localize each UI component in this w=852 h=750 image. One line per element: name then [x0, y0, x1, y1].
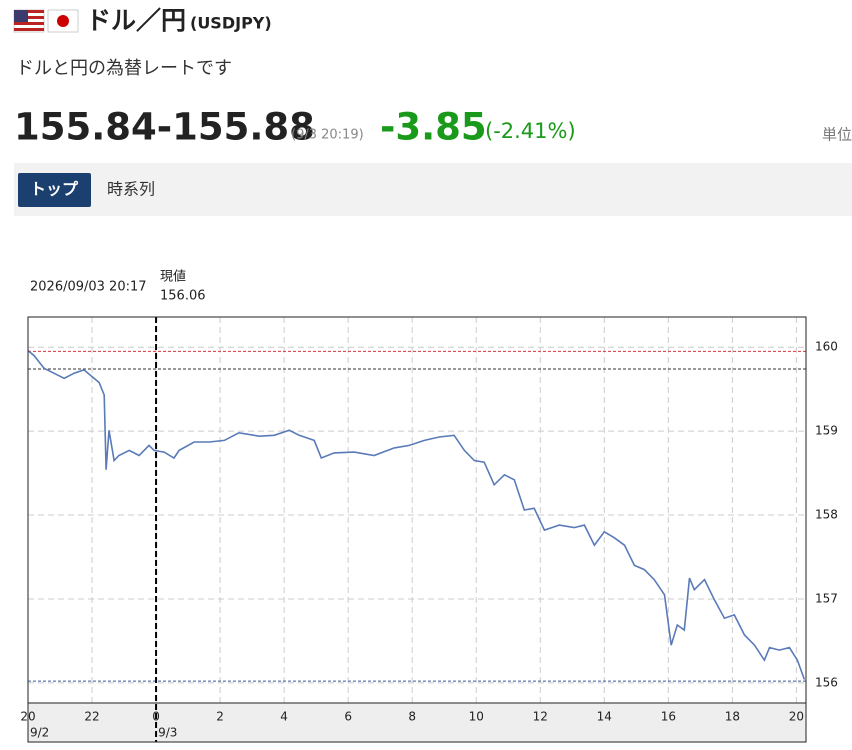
x-tick-label: 12: [533, 710, 548, 724]
plot: 1561571581591602022024681012141618209/29…: [20, 317, 838, 742]
y-tick-label: 158: [815, 508, 838, 522]
tab[interactable]: 時系列: [107, 180, 155, 199]
description: ドルと円の為替レートです: [16, 58, 232, 79]
change-pct: (-2.41%): [485, 119, 576, 143]
tab-bar: [14, 163, 852, 216]
change: -3.85: [380, 106, 487, 149]
y-tick-label: 159: [815, 424, 838, 438]
x-date-label: 9/3: [158, 726, 177, 740]
price: 155.84-155.88: [14, 106, 315, 149]
x-date-label: 9/2: [30, 726, 49, 740]
cursor-time: 2026/09/03 20:17: [30, 280, 147, 295]
x-tick-label: 22: [84, 710, 99, 724]
quote-time: (9/3 20:19): [291, 128, 364, 143]
x-tick-label: 14: [597, 710, 612, 724]
x-tick-label: 4: [280, 710, 288, 724]
y-tick-label: 157: [815, 591, 838, 605]
current-value: 156.06: [160, 289, 206, 304]
current-label: 現値: [160, 269, 186, 285]
x-tick-label: 16: [661, 710, 676, 724]
us-flag: [13, 9, 45, 33]
x-tick-label: 6: [344, 710, 352, 724]
x-tick-label: 2: [216, 710, 224, 724]
y-tick-label: 160: [815, 340, 838, 354]
x-axis-band: [28, 703, 806, 742]
tab-active[interactable]: [18, 173, 91, 207]
plot-frame: [27, 316, 807, 743]
y-tick-label: 156: [815, 675, 838, 689]
tab[interactable]: トップ: [30, 180, 79, 199]
price-line: [27, 349, 806, 680]
x-tick-label: 20: [789, 710, 804, 724]
x-tick-label: 18: [725, 710, 740, 724]
unit: 単位: [822, 126, 852, 144]
title: ドル／円: [86, 6, 186, 35]
x-tick-label: 10: [469, 710, 484, 724]
jp-flag: [47, 9, 79, 33]
code: (USDJPY): [190, 14, 272, 33]
x-tick-label: 8: [408, 710, 416, 724]
